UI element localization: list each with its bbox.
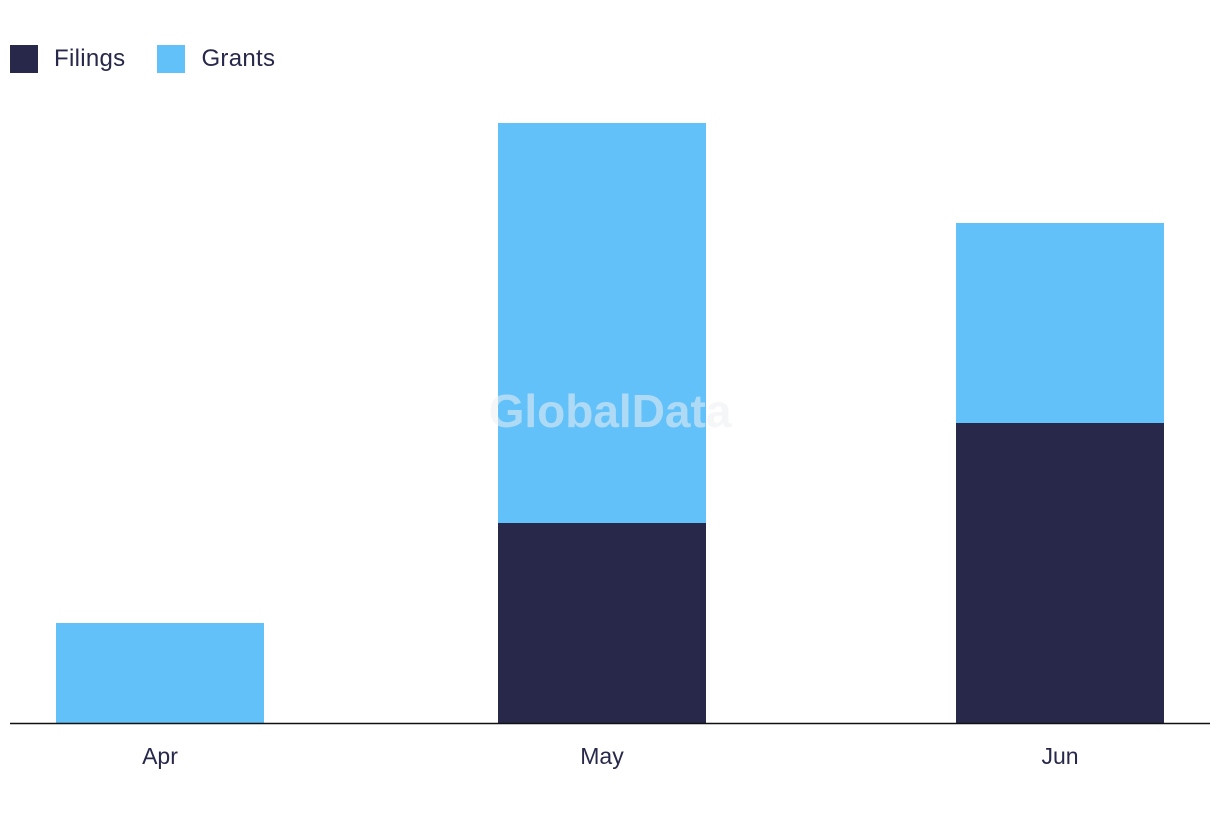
x-tick-labels: Apr May Jun [142,743,1078,769]
x-tick-label-apr: Apr [142,743,178,769]
bar-may-grants [498,123,706,523]
legend-label-filings: Filings [54,45,126,72]
x-tick-label-may: May [580,743,624,769]
legend-item-filings: Filings [10,45,125,73]
bar-apr-grants [56,623,264,723]
bar-jun-filings [956,423,1164,723]
bars-group [56,123,1164,723]
legend-swatch-grants [157,45,186,73]
bar-jun-grants [956,223,1164,423]
legend-label-grants: Grants [201,45,276,72]
x-tick-label-jun: Jun [1041,743,1078,769]
legend: Filings Grants [10,44,307,74]
legend-item-grants: Grants [157,45,275,73]
bar-may-filings [498,523,706,723]
legend-swatch-filings [10,45,38,73]
